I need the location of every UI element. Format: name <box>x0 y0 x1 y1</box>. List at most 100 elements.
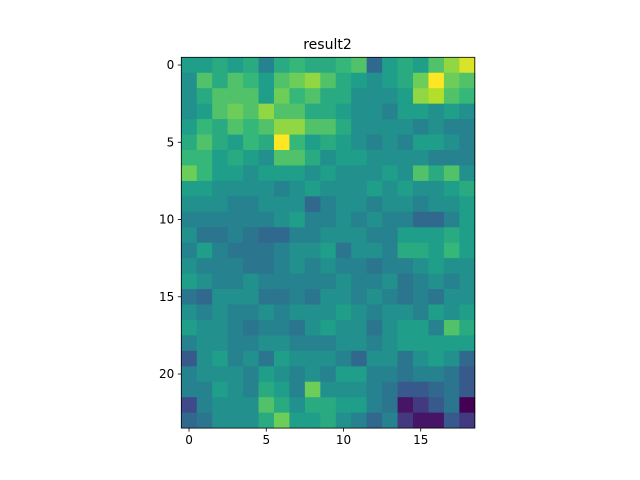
heatmap-cell <box>258 72 275 89</box>
heatmap-cell <box>289 103 306 120</box>
heatmap-cell <box>459 273 476 290</box>
heatmap-cell <box>304 289 321 305</box>
heatmap-cell <box>196 350 213 367</box>
heatmap-cell <box>243 289 259 305</box>
heatmap-cell <box>289 150 306 166</box>
heatmap-cell <box>382 412 398 429</box>
heatmap-cell <box>443 180 460 197</box>
heatmap-cell <box>212 381 229 398</box>
heatmap-cell <box>351 289 368 305</box>
heatmap-cell <box>459 57 476 74</box>
heatmap-cell <box>212 88 229 105</box>
heatmap-cell <box>413 134 429 151</box>
heatmap-cell <box>181 103 198 120</box>
heatmap-cell <box>397 150 414 166</box>
heatmap-cell <box>243 304 259 321</box>
heatmap-cell <box>335 366 352 383</box>
heatmap-cell <box>227 397 244 414</box>
heatmap-cell <box>320 196 337 213</box>
heatmap-cell <box>258 304 275 321</box>
heatmap-cell <box>212 366 229 383</box>
heatmap-cell <box>382 165 398 182</box>
heatmap-cell <box>320 381 337 398</box>
x-tick-label: 0 <box>185 433 193 447</box>
heatmap-cell <box>196 397 213 414</box>
heatmap-cell <box>443 335 460 352</box>
heatmap-cell <box>289 88 306 105</box>
heatmap-cell <box>289 211 306 228</box>
heatmap-cell <box>243 227 259 244</box>
heatmap-cell <box>243 397 259 414</box>
heatmap-cell <box>181 227 198 244</box>
heatmap-cell <box>382 211 398 228</box>
heatmap-cell <box>181 397 198 414</box>
heatmap-cell <box>212 211 229 228</box>
heatmap-cell <box>459 381 476 398</box>
heatmap-cell <box>196 119 213 135</box>
heatmap-cell <box>304 381 321 398</box>
heatmap-cell <box>304 335 321 352</box>
heatmap-cell <box>459 150 476 166</box>
heatmap-cell <box>366 412 383 429</box>
heatmap-cell <box>227 304 244 321</box>
heatmap-cell <box>289 350 306 367</box>
y-tick-label: 5 <box>167 135 175 149</box>
heatmap-cell <box>258 103 275 120</box>
heatmap-cell <box>304 304 321 321</box>
heatmap-cell <box>258 258 275 274</box>
heatmap-cell <box>382 180 398 197</box>
heatmap-cell <box>181 273 198 290</box>
heatmap-cell <box>351 150 368 166</box>
heatmap-cell <box>289 165 306 182</box>
heatmap-cell <box>181 72 198 89</box>
heatmap-cell <box>212 273 229 290</box>
heatmap-cell <box>351 366 368 383</box>
heatmap-cell <box>459 258 476 274</box>
heatmap-cell <box>397 335 414 352</box>
heatmap-cell <box>382 150 398 166</box>
heatmap-cell <box>397 397 414 414</box>
heatmap-cell <box>196 165 213 182</box>
heatmap-cell <box>258 150 275 166</box>
heatmap-cell <box>366 57 383 74</box>
heatmap-cell <box>243 180 259 197</box>
heatmap-cell <box>212 350 229 367</box>
heatmap-cell <box>397 304 414 321</box>
heatmap-cell <box>366 366 383 383</box>
heatmap-cell <box>335 304 352 321</box>
heatmap-cell <box>335 211 352 228</box>
heatmap-cell <box>351 72 368 89</box>
heatmap-cell <box>428 103 445 120</box>
heatmap-cell <box>212 227 229 244</box>
heatmap-cell <box>428 196 445 213</box>
heatmap-cell <box>382 72 398 89</box>
heatmap-cell <box>258 196 275 213</box>
heatmap-cell <box>397 180 414 197</box>
heatmap-cell <box>243 273 259 290</box>
heatmap-cell <box>428 366 445 383</box>
heatmap-cell <box>366 88 383 105</box>
heatmap-cell <box>258 366 275 383</box>
y-tick-label: 15 <box>159 290 174 304</box>
heatmap-cell <box>335 165 352 182</box>
heatmap-cell <box>181 134 198 151</box>
heatmap-cell <box>443 350 460 367</box>
heatmap-cell <box>273 397 290 414</box>
heatmap-cell <box>351 319 368 336</box>
heatmap-cell <box>320 180 337 197</box>
heatmap-cell <box>335 57 352 74</box>
heatmap-cell <box>258 350 275 367</box>
heatmap-cell <box>227 57 244 74</box>
heatmap-cell <box>397 57 414 74</box>
heatmap-cell <box>258 134 275 151</box>
heatmap-cell <box>335 258 352 274</box>
heatmap-cell <box>428 273 445 290</box>
heatmap-cell <box>320 366 337 383</box>
heatmap-cell <box>428 289 445 305</box>
heatmap-cell <box>413 72 429 89</box>
heatmap-cell <box>304 211 321 228</box>
heatmap-cell <box>273 196 290 213</box>
heatmap-cell <box>243 381 259 398</box>
heatmap-cell <box>181 57 198 74</box>
